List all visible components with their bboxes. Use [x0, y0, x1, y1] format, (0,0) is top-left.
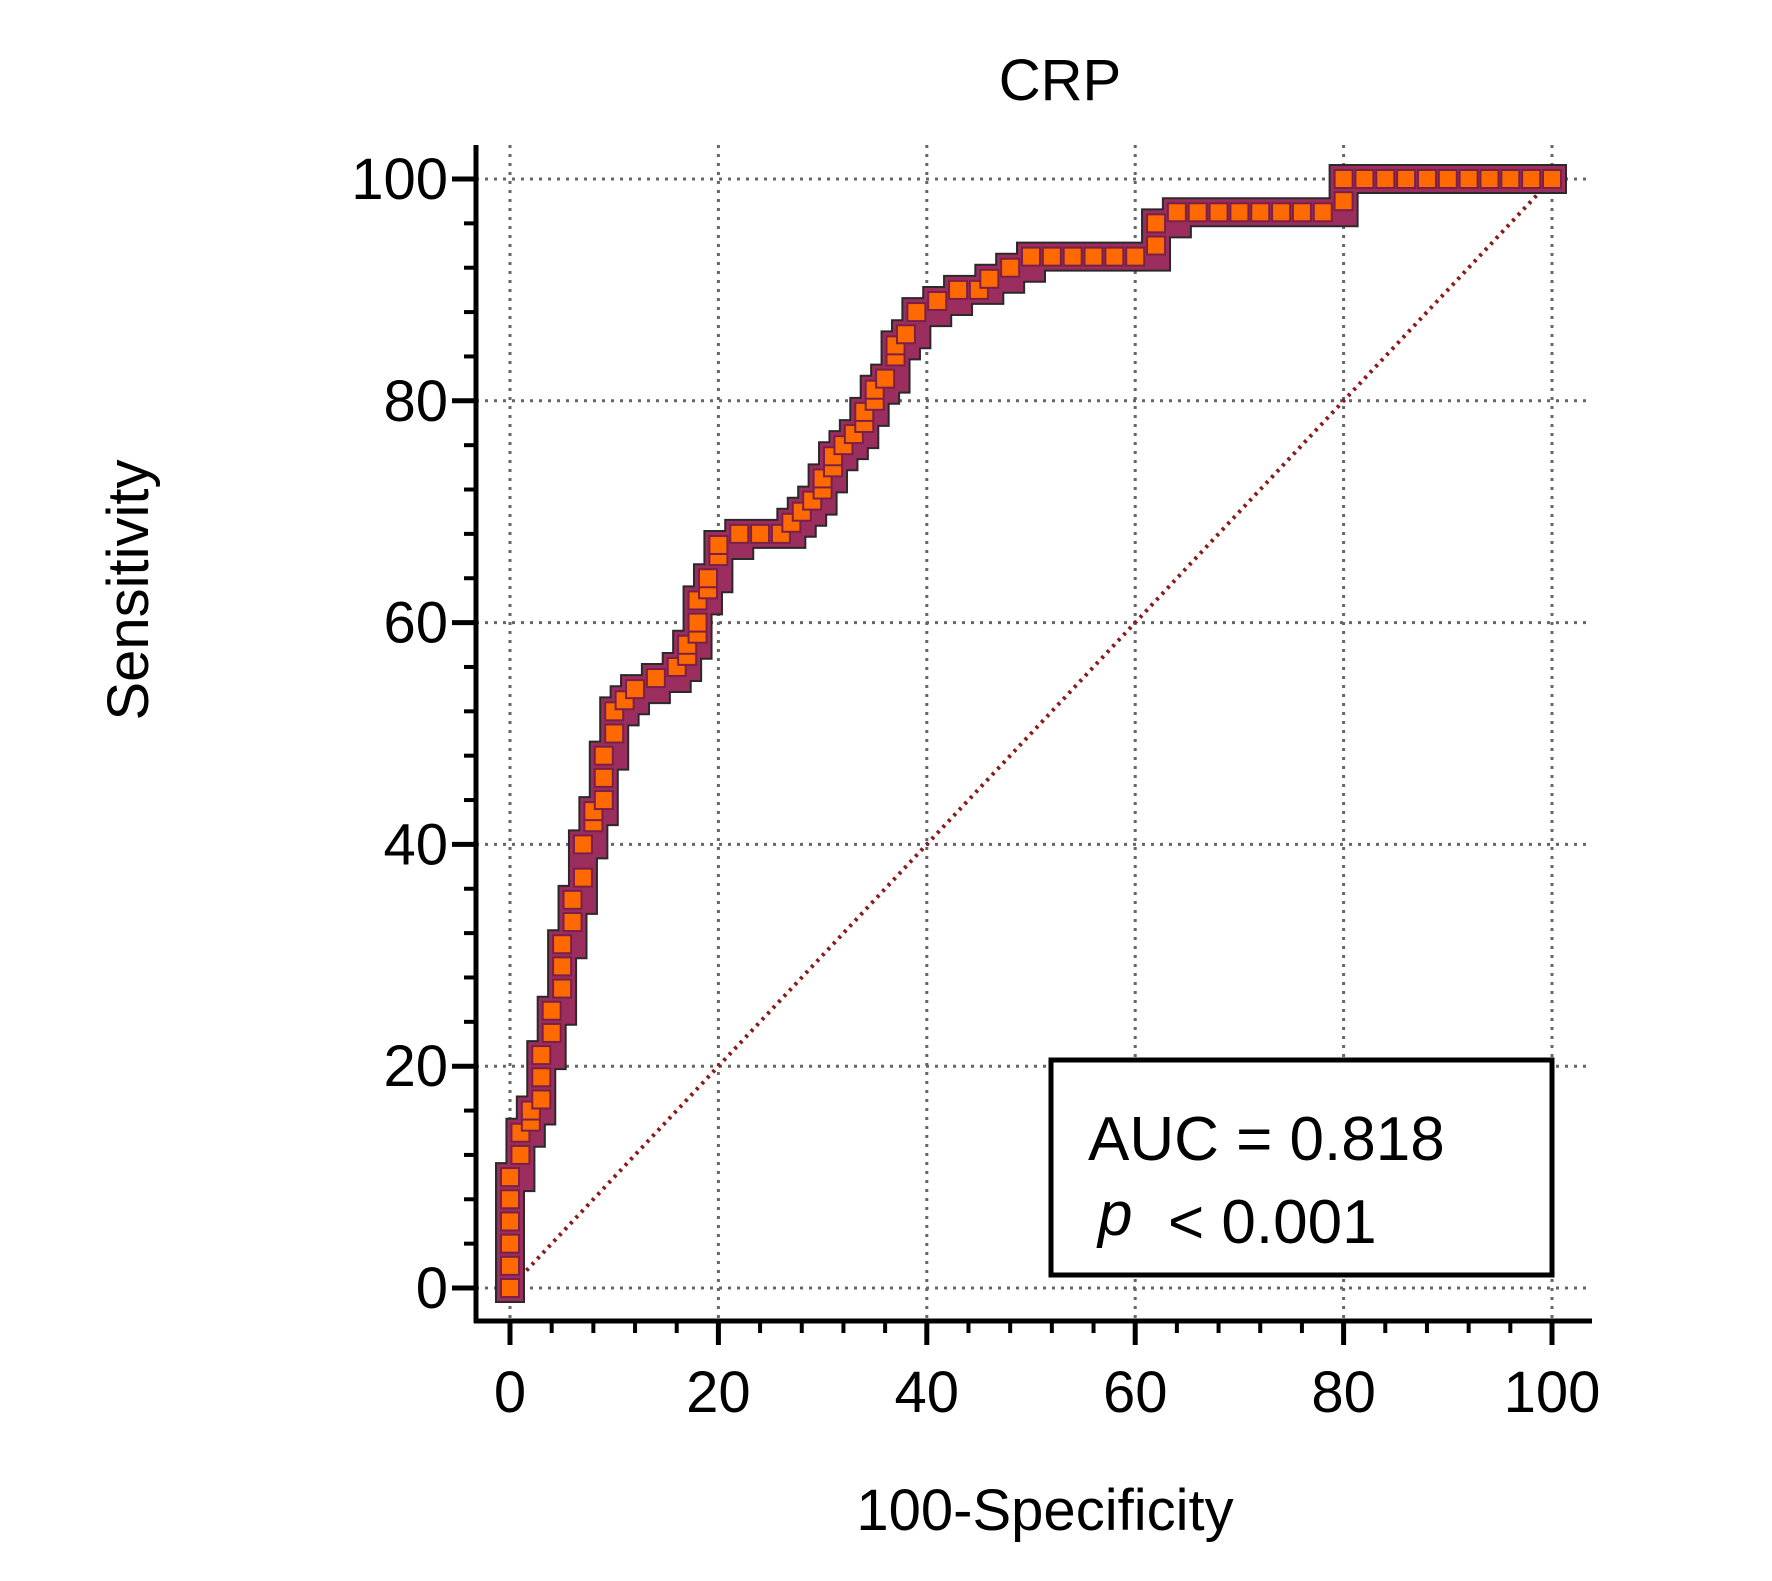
roc-point	[1021, 246, 1041, 267]
roc-point	[645, 668, 666, 689]
roc-point	[562, 889, 583, 910]
stats-box: AUC = 0.818 p < 0.001	[1048, 1057, 1555, 1278]
x-tick-labels: 0 20 40 60 80 100	[494, 1360, 1601, 1425]
p-value-text: < 0.001	[1168, 1188, 1377, 1257]
roc-point	[1229, 202, 1250, 223]
chart-title: CRP	[999, 48, 1121, 113]
roc-point	[1208, 202, 1229, 223]
roc-point	[593, 767, 614, 788]
roc-point	[604, 723, 625, 744]
roc-point	[593, 790, 614, 811]
y-tick-label: 100	[351, 147, 448, 212]
roc-point	[1521, 169, 1542, 189]
roc-point	[979, 268, 1000, 289]
roc-point	[1458, 169, 1479, 189]
roc-point	[593, 745, 614, 766]
x-tick-label: 20	[686, 1360, 751, 1425]
x-tick-label: 0	[494, 1360, 526, 1425]
roc-point	[1479, 169, 1500, 189]
roc-curve-markers	[500, 169, 1562, 1298]
auc-text: AUC = 0.818	[1088, 1105, 1445, 1174]
roc-point	[1542, 169, 1562, 189]
roc-point	[895, 324, 916, 345]
roc-point	[750, 523, 771, 544]
roc-point	[572, 834, 593, 855]
roc-point	[1146, 235, 1167, 256]
roc-point	[1416, 169, 1437, 189]
roc-point	[1271, 202, 1292, 223]
roc-point	[500, 1233, 520, 1254]
roc-point	[1437, 169, 1458, 189]
roc-point	[875, 368, 896, 389]
roc-point	[1375, 169, 1396, 189]
x-axis-title: 100-Specificity	[856, 1478, 1233, 1543]
roc-point	[1125, 246, 1146, 267]
roc-point	[1104, 246, 1125, 267]
roc-point	[1500, 169, 1521, 189]
roc-point	[531, 1067, 552, 1088]
roc-point	[687, 612, 708, 633]
roc-point	[500, 1167, 520, 1188]
roc-point	[1083, 246, 1104, 267]
roc-point	[948, 279, 969, 300]
roc-point	[708, 534, 729, 555]
roc-point	[1250, 202, 1271, 223]
y-tick-label: 0	[416, 1256, 448, 1321]
roc-point	[531, 1045, 552, 1066]
roc-point	[1354, 169, 1375, 189]
y-tick-label: 40	[383, 812, 448, 877]
roc-point	[552, 956, 573, 977]
y-tick-label: 60	[383, 591, 448, 656]
roc-point	[1333, 169, 1354, 189]
roc-point	[562, 912, 583, 933]
y-tick-label: 20	[383, 1034, 448, 1099]
roc-point	[541, 1022, 562, 1043]
roc-point	[552, 978, 573, 999]
roc-point	[927, 290, 948, 311]
stats-box-frame	[1048, 1057, 1555, 1278]
roc-point	[625, 679, 646, 700]
roc-point	[500, 1211, 520, 1232]
x-tick-label: 80	[1311, 1360, 1376, 1425]
roc-point	[906, 302, 927, 323]
y-tick-label: 80	[383, 369, 448, 434]
p-symbol: p	[1096, 1180, 1132, 1249]
roc-point	[1146, 213, 1167, 234]
x-tick-label: 100	[1504, 1360, 1601, 1425]
roc-point	[1062, 246, 1083, 267]
x-tick-label: 60	[1103, 1360, 1168, 1425]
roc-point	[1396, 169, 1417, 189]
roc-point	[1187, 202, 1208, 223]
roc-point	[1333, 191, 1354, 212]
axes	[473, 145, 1592, 1324]
roc-point	[552, 934, 573, 955]
roc-point	[541, 1000, 562, 1021]
roc-point	[1041, 246, 1062, 267]
roc-point	[500, 1189, 520, 1210]
reference-diagonal-line	[508, 177, 1554, 1290]
y-axis-title: Sensitivity	[96, 459, 161, 720]
roc-point	[500, 1278, 520, 1298]
roc-point	[500, 1255, 520, 1276]
roc-point	[510, 1144, 531, 1165]
roc-point	[1312, 202, 1333, 223]
roc-point	[1166, 202, 1187, 223]
roc-point	[729, 523, 750, 544]
x-tick-label: 40	[895, 1360, 960, 1425]
roc-point	[697, 568, 718, 589]
roc-point	[531, 1089, 552, 1110]
roc-point	[1000, 257, 1021, 278]
roc-point	[1291, 202, 1312, 223]
roc-point	[572, 867, 593, 888]
y-tick-labels: 0 20 40 60 80 100	[351, 147, 448, 1321]
